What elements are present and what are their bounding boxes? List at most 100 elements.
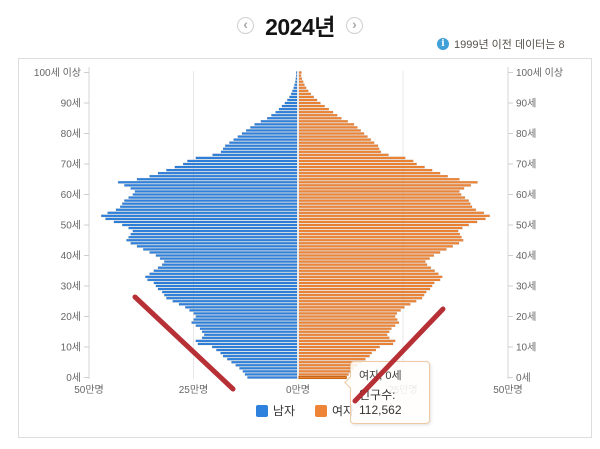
bar-female-age-98[interactable] <box>298 77 303 80</box>
bar-female-age-31[interactable] <box>298 281 435 285</box>
bar-male-age-34[interactable] <box>149 272 298 276</box>
bar-male-age-76[interactable] <box>224 144 298 148</box>
bar-male-age-98[interactable] <box>295 77 298 80</box>
bar-female-age-38[interactable] <box>298 260 426 263</box>
bar-male-age-61[interactable] <box>134 190 298 193</box>
bar-female-age-85[interactable] <box>298 116 342 120</box>
bar-male-age-78[interactable] <box>233 138 298 141</box>
bar-female-age-80[interactable] <box>298 132 365 135</box>
bar-male-age-7[interactable] <box>222 354 298 358</box>
bar-male-age-15[interactable] <box>201 330 298 334</box>
bar-male-age-82[interactable] <box>250 126 298 129</box>
bar-male-age-50[interactable] <box>122 223 298 227</box>
bar-female-age-2[interactable] <box>298 370 351 373</box>
bar-male-age-31[interactable] <box>153 281 298 285</box>
bar-female-age-61[interactable] <box>298 190 460 193</box>
bar-female-age-81[interactable] <box>298 129 361 132</box>
bar-male-age-39[interactable] <box>159 257 298 260</box>
bar-female-age-47[interactable] <box>298 232 461 236</box>
bar-male-age-17[interactable] <box>195 324 298 327</box>
bar-female-age-53[interactable] <box>298 214 490 218</box>
bar-female-age-27[interactable] <box>298 293 425 297</box>
bar-female-age-6[interactable] <box>298 357 366 361</box>
bar-female-age-40[interactable] <box>298 254 435 257</box>
bar-male-age-21[interactable] <box>193 312 298 315</box>
bar-male-age-94[interactable] <box>292 89 298 93</box>
bar-female-age-9[interactable] <box>298 348 377 352</box>
bar-female-age-44[interactable] <box>298 241 460 245</box>
bar-female-age-57[interactable] <box>298 202 471 205</box>
bar-female-age-69[interactable] <box>298 165 425 169</box>
bar-male-age-36[interactable] <box>157 266 298 270</box>
bar-female-age-79[interactable] <box>298 135 368 138</box>
bar-male-age-25[interactable] <box>172 299 298 303</box>
bar-male-age-68[interactable] <box>166 168 298 172</box>
bar-male-age-40[interactable] <box>155 254 298 257</box>
bar-female-age-7[interactable] <box>298 354 370 358</box>
bar-female-age-75[interactable] <box>298 147 380 151</box>
bar-male-age-5[interactable] <box>231 360 298 364</box>
bar-male-age-10[interactable] <box>211 345 298 349</box>
bar-female-age-73[interactable] <box>298 153 389 157</box>
bar-female-age-88[interactable] <box>298 107 330 111</box>
bar-female-age-89[interactable] <box>298 104 325 108</box>
bar-female-age-8[interactable] <box>298 351 372 355</box>
bar-female-age-18[interactable] <box>298 321 400 324</box>
bar-female-age-82[interactable] <box>298 126 358 129</box>
bar-female-age-3[interactable] <box>298 367 354 370</box>
bar-male-age-26[interactable] <box>166 296 298 300</box>
bar-male-age-96[interactable] <box>294 83 298 87</box>
bar-female-age-92[interactable] <box>298 95 314 99</box>
bar-male-age-11[interactable] <box>197 342 298 346</box>
bar-male-age-83[interactable] <box>254 123 298 126</box>
bar-female-age-17[interactable] <box>298 324 396 327</box>
bar-male-age-33[interactable] <box>145 275 298 279</box>
bar-female-age-90[interactable] <box>298 101 321 105</box>
bar-male-age-70[interactable] <box>182 162 298 166</box>
bar-male-age-14[interactable] <box>203 333 298 337</box>
bar-female-age-54[interactable] <box>298 211 485 215</box>
bar-female-age-74[interactable] <box>298 150 382 154</box>
bar-female-age-33[interactable] <box>298 275 443 279</box>
bar-male-age-44[interactable] <box>130 241 298 245</box>
bar-female-age-25[interactable] <box>298 299 417 303</box>
bar-female-age-51[interactable] <box>298 220 478 224</box>
bar-female-age-28[interactable] <box>298 290 427 294</box>
bar-female-age-59[interactable] <box>298 196 466 199</box>
bar-male-age-38[interactable] <box>164 260 298 263</box>
bar-female-age-84[interactable] <box>298 119 348 123</box>
bar-male-age-19[interactable] <box>193 318 298 321</box>
bar-male-age-23[interactable] <box>185 306 298 309</box>
bar-male-age-74[interactable] <box>220 150 298 154</box>
bar-female-age-72[interactable] <box>298 156 406 160</box>
bar-female-age-11[interactable] <box>298 342 394 346</box>
bar-female-age-36[interactable] <box>298 266 432 270</box>
bar-female-age-91[interactable] <box>298 98 318 102</box>
prev-year-button[interactable]: ‹ <box>237 16 255 34</box>
bar-female-age-39[interactable] <box>298 257 430 260</box>
bar-male-age-0[interactable] <box>247 376 298 379</box>
bar-female-age-83[interactable] <box>298 123 355 126</box>
bar-male-age-59[interactable] <box>128 196 298 199</box>
bar-male-age-4[interactable] <box>235 363 298 367</box>
bar-female-age-30[interactable] <box>298 284 433 288</box>
bar-female-age-37[interactable] <box>298 263 428 266</box>
bar-male-age-48[interactable] <box>132 229 298 233</box>
bar-male-age-80[interactable] <box>241 132 298 135</box>
bar-male-age-65[interactable] <box>136 177 298 181</box>
bar-female-age-95[interactable] <box>298 86 307 90</box>
legend-item-male[interactable]: 남자 <box>255 402 295 419</box>
bar-male-age-41[interactable] <box>149 251 298 254</box>
bar-female-age-29[interactable] <box>298 287 431 291</box>
bar-female-age-10[interactable] <box>298 345 380 349</box>
bar-female-age-70[interactable] <box>298 162 417 166</box>
bar-female-age-35[interactable] <box>298 269 435 273</box>
bar-male-age-55[interactable] <box>115 208 298 212</box>
bar-female-age-22[interactable] <box>298 309 401 312</box>
bar-male-age-75[interactable] <box>222 147 298 151</box>
bar-female-age-13[interactable] <box>298 336 390 340</box>
bar-female-age-46[interactable] <box>298 235 462 239</box>
bar-female-age-97[interactable] <box>298 80 304 83</box>
bar-male-age-86[interactable] <box>271 113 298 117</box>
bar-female-age-100[interactable] <box>298 71 302 74</box>
